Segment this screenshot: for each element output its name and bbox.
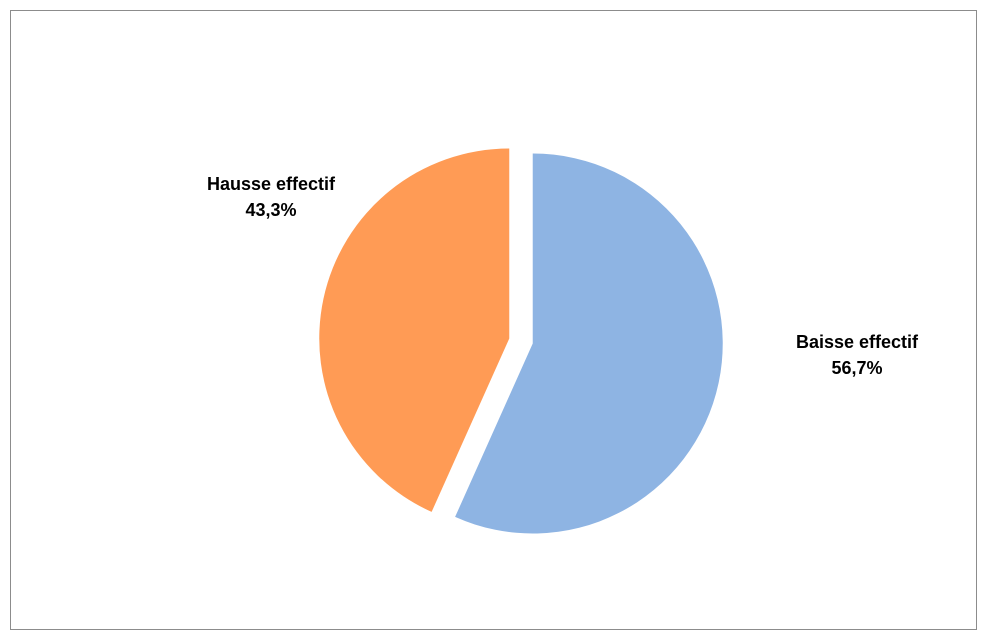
slice-label-percent: 56,7%: [831, 358, 883, 378]
pie-slice-baisse-effectif: [455, 153, 723, 534]
pie-chart: [319, 148, 723, 534]
slice-label-name: Hausse effectif: [206, 174, 336, 194]
slice-label-percent: 43,3%: [245, 200, 297, 220]
chart-frame: Baisse effectif 56,7% Hausse effectif 43…: [10, 10, 977, 630]
pie-slice-hausse-effectif: [319, 148, 510, 512]
slice-label-name: Baisse effectif: [795, 332, 919, 352]
slice-label-hausse-effectif: Hausse effectif 43,3%: [207, 171, 335, 223]
slice-label-baisse-effectif: Baisse effectif 56,7%: [796, 329, 918, 381]
